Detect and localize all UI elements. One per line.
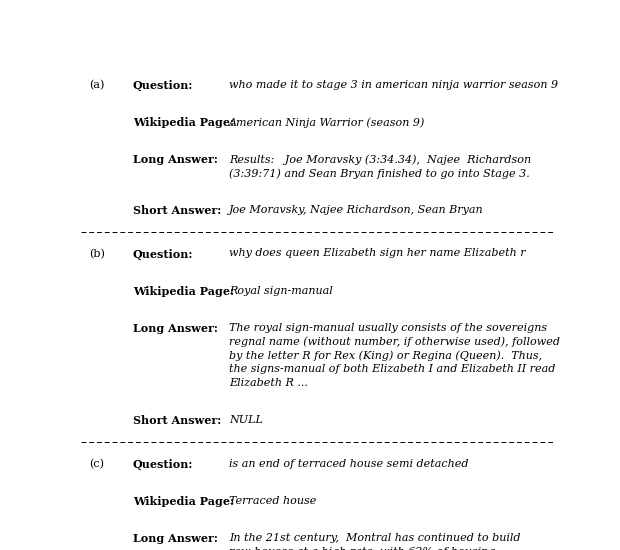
Text: American Ninja Warrior (season 9): American Ninja Warrior (season 9) [229, 117, 425, 128]
Text: is an end of terraced house semi detached: is an end of terraced house semi detache… [229, 459, 468, 469]
Text: Question:: Question: [133, 80, 193, 91]
Text: regnal name (without number, if otherwise used), followed: regnal name (without number, if otherwis… [229, 337, 560, 347]
Text: (b): (b) [89, 249, 105, 259]
Text: Question:: Question: [133, 459, 193, 470]
Text: Short Answer:: Short Answer: [133, 415, 221, 426]
Text: Wikipedia Page:: Wikipedia Page: [133, 285, 234, 296]
Text: Terraced house: Terraced house [229, 496, 316, 506]
Text: (3:39:71) and Sean Bryan finished to go into Stage 3.: (3:39:71) and Sean Bryan finished to go … [229, 168, 529, 179]
Text: Short Answer:: Short Answer: [133, 205, 221, 216]
Text: Elizabeth R ...: Elizabeth R ... [229, 378, 308, 388]
Text: Results:   Joe Moravsky (3:34.34),  Najee  Richardson: Results: Joe Moravsky (3:34.34), Najee R… [229, 154, 531, 164]
Text: Wikipedia Page:: Wikipedia Page: [133, 496, 234, 507]
Text: (a): (a) [89, 80, 105, 90]
Text: who made it to stage 3 in american ninja warrior season 9: who made it to stage 3 in american ninja… [229, 80, 558, 90]
Text: why does queen Elizabeth sign her name Elizabeth r: why does queen Elizabeth sign her name E… [229, 249, 526, 258]
Text: (c): (c) [89, 459, 105, 469]
Text: Royal sign-manual: Royal sign-manual [229, 285, 332, 295]
Text: Long Answer:: Long Answer: [133, 533, 218, 544]
Text: the signs-manual of both Elizabeth I and Elizabeth II read: the signs-manual of both Elizabeth I and… [229, 365, 556, 375]
Text: by the letter R for Rex (King) or Regina (Queen).  Thus,: by the letter R for Rex (King) or Regina… [229, 350, 542, 361]
Text: Long Answer:: Long Answer: [133, 154, 218, 165]
Text: Long Answer:: Long Answer: [133, 322, 218, 333]
Text: Wikipedia Page:: Wikipedia Page: [133, 117, 234, 128]
Text: row houses at a high rate, with 62% of housing: row houses at a high rate, with 62% of h… [229, 547, 495, 550]
Text: Question:: Question: [133, 249, 193, 260]
Text: NULL: NULL [229, 415, 263, 426]
Text: In the 21st century,  Montral has continued to build: In the 21st century, Montral has continu… [229, 533, 520, 543]
Text: Joe Moravsky, Najee Richardson, Sean Bryan: Joe Moravsky, Najee Richardson, Sean Bry… [229, 205, 484, 215]
Text: The royal sign-manual usually consists of the sovereigns: The royal sign-manual usually consists o… [229, 322, 547, 333]
